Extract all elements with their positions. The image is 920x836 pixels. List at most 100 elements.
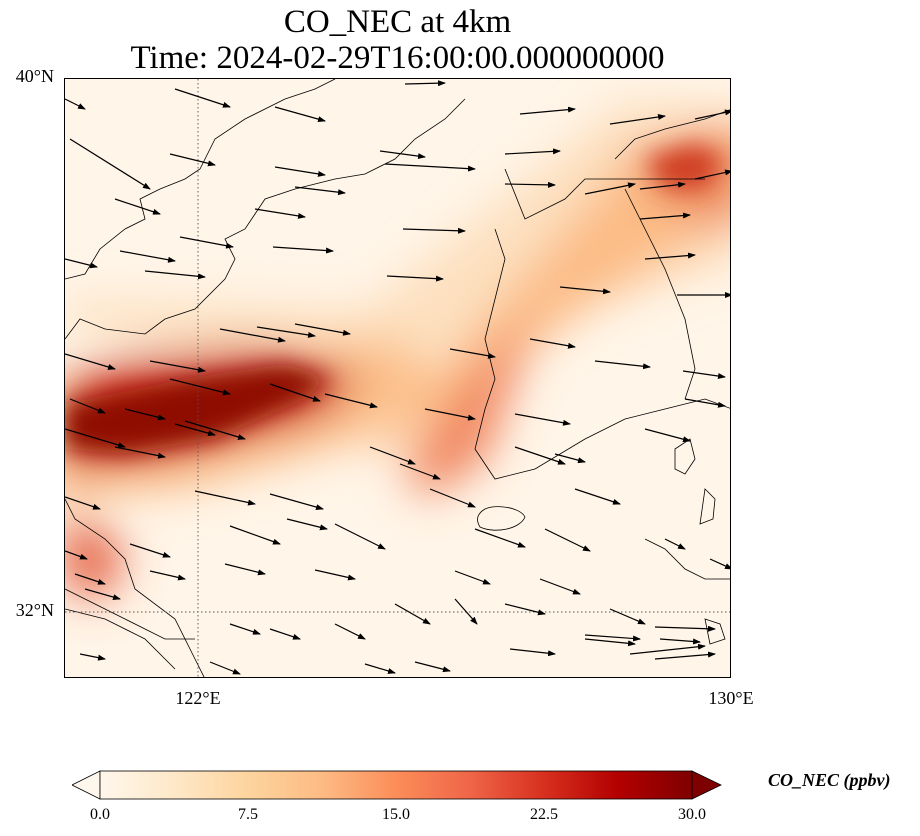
wind-arrow (254, 208, 306, 219)
wind-arrow (574, 488, 621, 505)
wind-arrow (394, 603, 431, 625)
wind-arrow (402, 227, 466, 234)
lon-label-130e: 130°E (708, 688, 754, 708)
wind-arrow (584, 638, 636, 647)
wind-arrow (644, 428, 691, 443)
wind-arrow (454, 570, 491, 585)
wind-arrow (69, 398, 106, 414)
colorbar-label: CO_NEC (ppbv) (768, 770, 891, 790)
wind-arrow (609, 114, 666, 125)
wind-arrow (169, 153, 216, 167)
wind-arrow (684, 398, 726, 408)
wind-arrow (124, 408, 166, 421)
colorbar-min-extension (71, 770, 101, 800)
colorbar-tick-22-5: 22.5 (530, 806, 558, 823)
wind-arrow (65, 550, 88, 560)
wind-arrow (169, 378, 231, 396)
wind-arrow (682, 370, 726, 379)
wind-arrow (644, 252, 696, 260)
wind-arrow (629, 643, 706, 655)
wind-arrow (274, 166, 326, 177)
map-subtitle-time: Time: 2024-02-29T16:00:00.000000000 (130, 40, 665, 76)
wind-arrow (144, 270, 206, 280)
wind-arrow (664, 538, 686, 550)
wind-arrow (119, 250, 176, 263)
wind-arrow (559, 286, 611, 295)
wind-arrow (324, 393, 378, 409)
wind-arrow (229, 623, 261, 635)
colorbar-tick-7-5: 7.5 (238, 806, 258, 823)
wind-arrow (269, 628, 301, 640)
wind-arrow (256, 326, 316, 338)
wind-arrow (429, 488, 476, 508)
wind-arrow (399, 463, 441, 480)
wind-arrow (179, 236, 234, 249)
wind-arrow (519, 106, 576, 115)
wind-arrow (79, 653, 106, 661)
wind-arrow (514, 413, 571, 426)
wind-arrow (286, 518, 328, 531)
wind-arrow (69, 138, 151, 190)
wind-arrow (334, 523, 386, 550)
wind-arrow (369, 446, 416, 465)
wind-arrow (554, 453, 586, 464)
colorbar-tick-0: 0.0 (90, 806, 110, 823)
wind-vectors (65, 80, 730, 675)
concentration-core (65, 144, 725, 454)
wind-arrow (294, 186, 346, 196)
wind-arrow (654, 651, 716, 660)
wind-arrow (74, 573, 106, 585)
wind-arrow (504, 603, 546, 616)
wind-arrow (269, 493, 324, 510)
wind-arrow (219, 328, 286, 343)
wind-arrow (334, 623, 366, 640)
wind-arrow (174, 423, 216, 437)
lat-label-40n: 40°N (15, 66, 54, 86)
wind-arrow (149, 570, 186, 581)
wind-arrow (269, 383, 321, 402)
wind-arrow (384, 163, 476, 172)
colorbar-svg (71, 770, 722, 800)
wind-arrow (194, 490, 256, 506)
wind-arrow (709, 558, 730, 570)
wind-arrow (65, 98, 86, 110)
wind-arrow (314, 569, 356, 581)
wind-arrow (694, 109, 730, 120)
lon-label-122e: 122°E (175, 688, 221, 708)
wind-arrow (65, 258, 98, 269)
wind-arrow (504, 148, 561, 155)
wind-arrow (504, 181, 556, 188)
coastlines (65, 79, 730, 677)
colorbar-tick-30: 30.0 (678, 806, 706, 823)
wind-arrow (229, 525, 281, 545)
wind-arrow (224, 563, 266, 576)
wind-arrow (65, 428, 126, 448)
lat-label-32n: 32°N (15, 600, 54, 620)
wind-arrow (149, 360, 206, 373)
wind-arrow (386, 275, 444, 282)
colorbar-tick-15: 15.0 (382, 806, 410, 823)
wind-arrow (404, 80, 446, 87)
wind-arrow (379, 150, 426, 160)
wind-arrow (65, 353, 116, 370)
wind-arrow (639, 181, 686, 190)
wind-arrow (609, 608, 646, 625)
wind-arrow (424, 408, 476, 421)
wind-arrow (454, 598, 478, 625)
colorbar-gradient (99, 770, 693, 800)
wind-arrow (544, 528, 591, 552)
wind-arrow (659, 638, 701, 645)
wind-arrow (114, 198, 161, 215)
wind-arrow (509, 648, 556, 657)
wind-arrow (539, 578, 581, 595)
map-title: CO_NEC at 4km (283, 4, 512, 40)
co-concentration-map (64, 78, 731, 678)
wind-arrow (529, 338, 576, 349)
wind-arrow (594, 360, 651, 370)
wind-arrow (584, 634, 641, 642)
map-svg (65, 79, 730, 677)
wind-arrow (639, 212, 691, 220)
wind-arrow (654, 625, 716, 632)
wind-arrow (584, 182, 636, 195)
wind-arrow (272, 246, 334, 254)
